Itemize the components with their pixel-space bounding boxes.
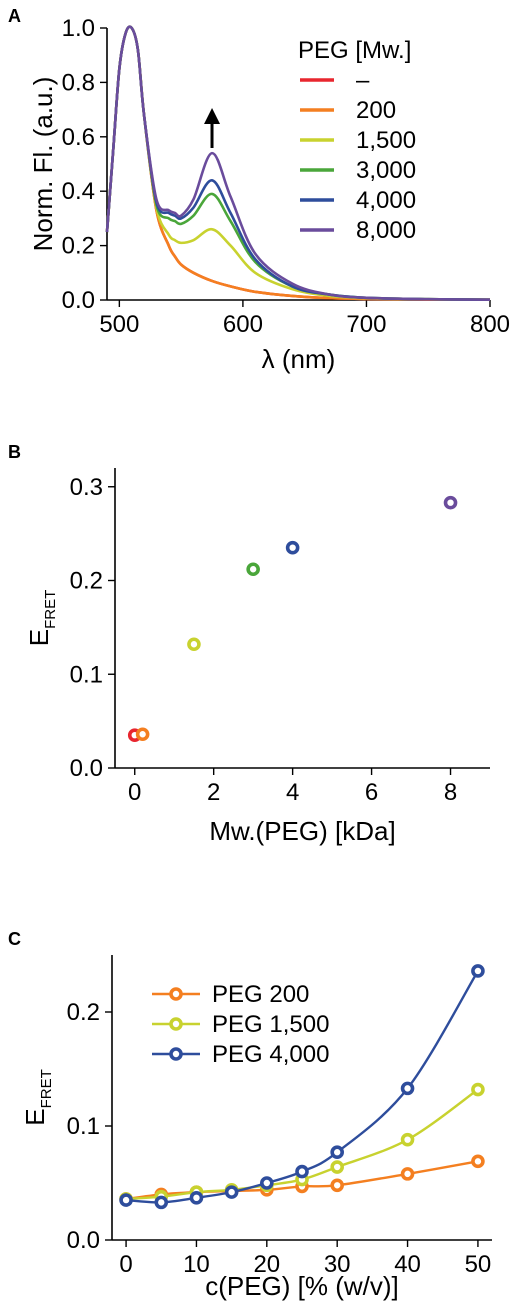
spectrum-line-– [105, 25, 491, 302]
spectrum-line-200 [105, 25, 491, 302]
legend-label: PEG 1,500 [212, 1011, 329, 1038]
data-point [471, 1154, 485, 1169]
panel-b: B 0 2 4 6 8 0.0 0.1 0.2 0.3 Mw.(PEG) [kDa] EFRET [8, 442, 490, 846]
legend-label: PEG 4,000 [212, 1041, 329, 1068]
x-tick-label: 800 [470, 311, 510, 338]
legend-label: 4,000 [356, 187, 416, 214]
x-tick-label: 10 [183, 1251, 210, 1278]
y-tick-label: 0.1 [70, 661, 103, 688]
legend-label: 8,000 [356, 217, 416, 244]
arrow-head [204, 108, 221, 124]
data-point [135, 727, 150, 742]
y-axis-title-main: E [20, 1108, 50, 1125]
y-axis-title: EFRET [24, 590, 59, 647]
x-axis-title: c(PEG) [% (w/v)] [205, 1271, 399, 1301]
y-tick-label: 0.0 [70, 755, 103, 782]
y-tick-label: 0.0 [67, 1227, 100, 1254]
x-tick-label: 500 [99, 311, 139, 338]
panel-c: C 0 10 20 30 40 50 0.0 0.1 0.2 c(PEG) [% (w/v)] EF… [8, 929, 492, 1301]
y-axis-title: EFRET [20, 1069, 55, 1126]
x-tick-label: 600 [223, 311, 263, 338]
x-tick-label: 30 [324, 1251, 351, 1278]
data-point [224, 1185, 239, 1199]
data-point [119, 1193, 133, 1207]
data-point [189, 1191, 204, 1205]
y-tick-label: 0.2 [62, 233, 95, 260]
legend-label: PEG 200 [212, 981, 309, 1008]
y-tick-label: 0.3 [70, 474, 103, 501]
data-point [471, 1082, 485, 1097]
y-tick-label: 0.8 [62, 69, 95, 96]
x-tick-label: 0 [128, 779, 141, 806]
data-point [246, 562, 260, 577]
x-tick-label: 50 [465, 1251, 492, 1278]
x-tick-label: 2 [207, 779, 220, 806]
y-tick-label: 0.2 [67, 999, 100, 1026]
x-tick-label: 6 [365, 779, 378, 806]
data-point [187, 637, 201, 652]
data-point [154, 1195, 169, 1210]
data-point [169, 987, 183, 1001]
y-tick-label: 0.2 [70, 568, 103, 595]
panel-a: A 500 600 700 800 0.0 0.2 0.4 0.6 0.8 1.0 λ (nm) No… [8, 6, 510, 374]
y-tick-label: 0.4 [62, 178, 95, 205]
data-point [285, 540, 300, 555]
panel-b-letter: B [8, 442, 21, 462]
legend-label: 3,000 [356, 157, 416, 184]
y-axis-title-main: E [24, 629, 54, 646]
y-tick-label: 0.6 [62, 124, 95, 151]
y-axis-title-subscript: FRET [38, 1069, 55, 1108]
x-tick-label: 20 [253, 1251, 280, 1278]
legend-label: 200 [356, 97, 396, 124]
data-point [169, 1047, 183, 1061]
data-point [330, 1178, 344, 1193]
x-axis-title: Mw.(PEG) [kDa] [209, 816, 395, 846]
x-tick-label: 700 [346, 311, 386, 338]
data-point [400, 1132, 415, 1147]
y-axis-title-subscript: FRET [42, 590, 59, 629]
data-point [443, 495, 458, 510]
data-point [330, 1145, 344, 1160]
data-point [400, 1167, 415, 1181]
x-tick-label: 8 [444, 779, 457, 806]
data-point [295, 1164, 309, 1179]
x-tick-label: 4 [286, 779, 299, 806]
legend-title: PEG [Mw.] [298, 37, 411, 64]
x-tick-label: 40 [394, 1251, 421, 1278]
y-tick-label: 0.0 [62, 287, 95, 314]
spectrum-line-1,500 [105, 25, 491, 302]
data-point [260, 1176, 274, 1190]
data-point [330, 1160, 344, 1174]
panel-a-letter: A [8, 6, 21, 26]
y-tick-label: 1.0 [62, 15, 95, 42]
spectrum-line-3,000 [105, 25, 491, 302]
legend-label: 1,500 [356, 127, 416, 154]
spectrum-line-8,000 [105, 25, 491, 302]
data-point [471, 964, 485, 978]
data-point [169, 1017, 183, 1031]
spectrum-line-4,000 [105, 25, 491, 302]
y-tick-label: 0.1 [67, 1113, 100, 1140]
y-axis-title: Norm. Fl. (a.u.) [28, 77, 58, 252]
panel-c-letter: C [8, 929, 21, 949]
data-point [400, 1081, 415, 1096]
x-tick-label: 0 [119, 1251, 132, 1278]
legend-label: – [356, 67, 370, 94]
x-axis-title: λ (nm) [262, 344, 336, 374]
